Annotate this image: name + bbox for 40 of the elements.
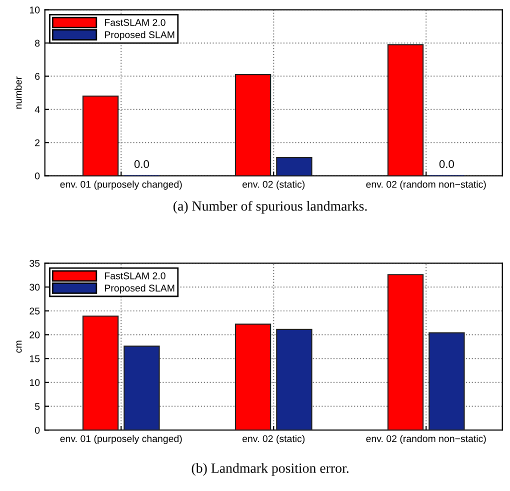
- bar: [387, 274, 424, 430]
- text: (b) Landmark position error.: [192, 463, 348, 476]
- x-tick-label: env. 02 (static): [242, 180, 305, 190]
- y-tick-label: 0: [34, 426, 40, 434]
- x-tick-label: env. 02 (static): [242, 434, 305, 444]
- y-tick-label: 25: [30, 308, 40, 314]
- y-tick-label: 0: [34, 172, 40, 180]
- y-tick-label: 20: [30, 331, 40, 338]
- y-tick-label: 10: [30, 379, 40, 386]
- y-tick-label: 30: [30, 284, 40, 291]
- y-tick-label: 10: [30, 6, 40, 14]
- y-axis-title: cm: [16, 340, 22, 353]
- bar: [82, 316, 119, 430]
- x-tick-label: env. 02 (random non−static): [366, 180, 486, 190]
- y-tick-label: 8: [35, 40, 40, 47]
- legend-label: FastSLAM 2.0: [104, 272, 166, 280]
- y-tick-label: 2: [35, 139, 40, 146]
- bar: [387, 44, 424, 176]
- y-tick-label: 15: [30, 355, 40, 362]
- y-tick-label: 4: [34, 106, 40, 113]
- bar: [276, 156, 312, 176]
- bar: [82, 96, 119, 176]
- legend-label: Proposed SLAM: [104, 284, 174, 294]
- bar: [234, 74, 272, 176]
- data-label: 0.0: [134, 160, 149, 168]
- x-tick-label: env. 01 (purposely changed): [60, 180, 182, 190]
- data-label: 0.0: [439, 160, 454, 168]
- y-tick-label: 6: [35, 72, 40, 80]
- legend-label: Proposed SLAM: [104, 31, 174, 40]
- legend-label: FastSLAM 2.0: [104, 19, 166, 26]
- x-tick-label: env. 01 (purposely changed): [60, 434, 182, 444]
- x-tick-label: env. 02 (random non−static): [366, 434, 486, 444]
- y-tick-label: 35: [30, 260, 40, 267]
- bar: [428, 332, 465, 430]
- bar: [276, 328, 312, 430]
- bar: [124, 346, 160, 430]
- text: (a) Number of spurious landmarks.: [174, 200, 367, 214]
- y-tick-label: 5: [35, 403, 40, 410]
- bar: [234, 324, 272, 430]
- y-axis-title: number: [14, 76, 22, 109]
